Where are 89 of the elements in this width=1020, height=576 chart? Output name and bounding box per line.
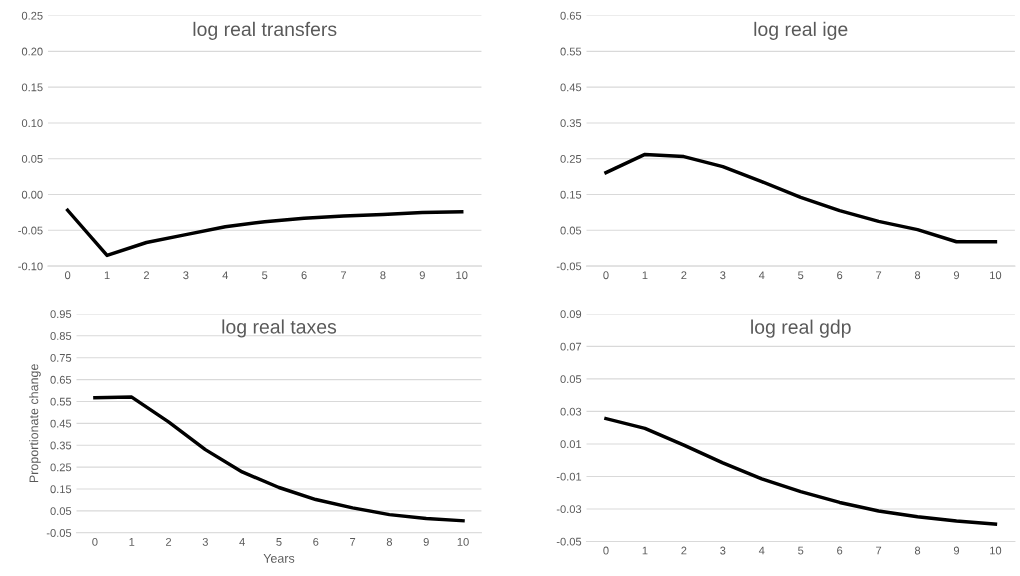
y-tick-label: 0.03 [560,407,582,416]
chart-title: log real transfers [193,21,337,40]
y-tick-label: -0.05 [556,537,582,546]
y-tick-label: -0.10 [18,262,43,271]
y-tick-label: 0.25 [50,463,72,472]
x-tick-label: 5 [798,546,804,555]
x-tick-label: 0 [92,537,98,546]
x-tick-label: 9 [419,271,425,280]
y-tick-label: -0.03 [556,505,582,514]
x-tick-label: 3 [720,271,726,280]
x-tick-label: 5 [798,271,804,280]
y-tick-label: 0.00 [21,190,43,199]
y-tick-label: 0.55 [50,397,72,406]
x-tick-label: 7 [350,538,356,546]
y-tick-label: 0.35 [50,441,72,450]
y-tick-label: 0.25 [560,155,582,163]
x-tick-label: 8 [914,546,921,555]
x-tick-label: 2 [166,537,172,546]
x-tick-label: 4 [239,538,245,546]
x-tick-label: 7 [876,271,882,280]
y-tick-label: 0.55 [560,47,582,56]
y-tick-label: 0.35 [560,119,582,128]
x-tick-label: 3 [183,271,189,280]
x-tick-label: 6 [837,546,843,555]
x-tick-label: 10 [457,537,469,546]
y-tick-label: 0.15 [50,485,72,494]
line-series [604,152,998,244]
x-tick-label: 7 [340,271,347,280]
y-tick-label: 0.07 [560,342,582,351]
y-tick-label: 0.10 [21,119,43,128]
x-tick-label: 4 [758,271,765,280]
x-tick-label: 8 [386,537,393,546]
x-tick-label: 10 [990,271,1002,280]
y-tick-label: 0.20 [21,47,43,56]
chart-title: log real ige [754,21,848,40]
x-tick-label: 1 [642,271,648,280]
y-tick-label: 0.45 [50,419,72,428]
x-tick-label: 2 [143,271,149,280]
x-tick-label: 6 [301,271,307,280]
y-tick-label: 0.65 [560,11,582,20]
y-tick-label: 0.05 [21,155,43,163]
x-tick-label: 10 [990,546,1002,555]
y-tick-label: 0.05 [560,375,582,384]
y-tick-label: 0.85 [50,332,72,340]
x-tick-label: 9 [423,537,429,546]
y-tick-label: 0.05 [50,507,72,516]
x-tick-label: 4 [758,546,765,555]
x-tick-label: 1 [104,271,110,280]
x-tick-label: 7 [876,546,882,555]
x-tick-label: 3 [720,546,726,555]
line-series [65,208,464,258]
y-tick-label: 0.09 [560,310,582,319]
y-tick-label: 0.95 [50,310,72,319]
x-tick-label: 0 [603,546,609,555]
x-tick-label: 6 [837,271,843,280]
chart-title: log real taxes [222,319,337,338]
y-tick-label: 0.15 [560,190,582,199]
x-tick-label: 8 [380,271,386,280]
x-tick-label: 2 [681,546,687,555]
line-series [93,395,465,523]
x-tick-label: 5 [262,271,268,280]
x-tick-label: 4 [222,271,229,280]
x-tick-label: 10 [456,271,468,280]
y-tick-label: -0.05 [18,226,43,235]
y-tick-label: 0.75 [50,353,72,362]
x-axis-title: Years [263,554,295,563]
x-tick-label: 2 [681,271,687,280]
x-tick-label: 6 [313,537,319,546]
y-axis-title: Proportionate change [29,364,41,483]
x-tick-label: 1 [642,546,648,555]
x-tick-label: 8 [914,271,921,280]
y-tick-label: 0.01 [560,440,582,449]
x-tick-label: 0 [64,271,71,280]
x-tick-label: 5 [276,538,282,546]
y-tick-label: -0.05 [46,529,72,537]
x-tick-label: 9 [953,546,960,555]
chart-title: log real gdp [751,319,851,338]
x-tick-label: 9 [953,271,960,280]
y-tick-label: 0.45 [560,83,582,92]
x-tick-label: 1 [129,538,135,546]
y-tick-label: -0.05 [556,262,582,271]
y-tick-label: 0.25 [21,11,43,20]
y-tick-label: 0.05 [560,226,582,235]
y-tick-label: 0.15 [21,83,43,92]
y-tick-label: 0.65 [50,375,72,384]
y-tick-label: -0.01 [556,472,582,481]
x-tick-label: 3 [202,537,208,546]
line-series [604,416,998,526]
x-tick-label: 0 [603,271,609,280]
